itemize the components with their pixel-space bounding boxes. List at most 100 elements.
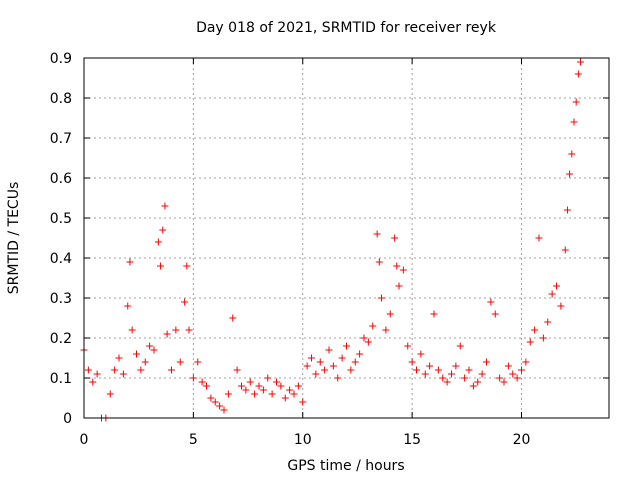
- x-tick-label: 15: [403, 432, 421, 448]
- data-point: [89, 378, 97, 386]
- data-point: [290, 390, 298, 398]
- data-point: [544, 318, 552, 326]
- y-tick-label: 0.7: [50, 131, 72, 147]
- data-point: [351, 358, 359, 366]
- axis-ticks: 0 0.1 0.2 0.3 0.4 0.5 0.6 0.7 0.8 0.9 0 5 10 15 20: [50, 51, 609, 448]
- y-tick-label: 0.9: [50, 51, 72, 67]
- data-point: [303, 362, 311, 370]
- data-point: [574, 70, 582, 78]
- data-point: [251, 390, 259, 398]
- data-point: [531, 326, 539, 334]
- data-point: [161, 202, 169, 210]
- data-point: [469, 382, 477, 390]
- data-point: [268, 390, 276, 398]
- data-point: [434, 366, 442, 374]
- data-point: [203, 382, 210, 390]
- data-point: [126, 258, 134, 266]
- data-point: [421, 370, 429, 378]
- data-point: [557, 302, 565, 310]
- data-point: [84, 366, 92, 374]
- y-tick-label: 0.4: [50, 251, 72, 267]
- data-point: [408, 358, 416, 366]
- data-point: [566, 170, 574, 178]
- data-point: [259, 386, 267, 394]
- data-point: [281, 394, 289, 402]
- data-point: [321, 366, 329, 374]
- data-point: [572, 98, 580, 106]
- y-tick-label: 0.8: [50, 91, 72, 107]
- y-tick-label: 0: [63, 411, 72, 427]
- data-point: [183, 262, 191, 270]
- data-point: [294, 382, 302, 390]
- data-point: [124, 302, 132, 310]
- data-point: [439, 374, 447, 382]
- data-point: [172, 326, 180, 334]
- data-point: [185, 326, 193, 334]
- data-point: [399, 266, 407, 274]
- data-point: [478, 370, 486, 378]
- data-point: [308, 354, 315, 362]
- data-point: [181, 298, 189, 306]
- data-point: [216, 402, 224, 410]
- data-point: [93, 370, 101, 378]
- data-point: [413, 366, 420, 374]
- data-point: [373, 230, 381, 238]
- data-point: [553, 282, 560, 290]
- data-point: [393, 262, 401, 270]
- data-point: [277, 382, 285, 390]
- data-point: [500, 378, 508, 386]
- data-point: [347, 366, 355, 374]
- data-point: [430, 310, 438, 318]
- data-point: [299, 398, 307, 406]
- data-point: [198, 378, 206, 386]
- data-point: [526, 338, 534, 346]
- data-point: [157, 262, 165, 270]
- data-point: [233, 366, 241, 374]
- data-point: [539, 334, 547, 342]
- data-point: [211, 398, 219, 406]
- data-point: [343, 342, 350, 350]
- data-point: [316, 358, 324, 366]
- data-point: [220, 406, 228, 414]
- y-tick-label: 0.6: [50, 171, 72, 187]
- x-tick-label: 20: [513, 432, 531, 448]
- data-point: [404, 342, 412, 350]
- data-point: [238, 382, 245, 390]
- data-point: [378, 294, 385, 302]
- y-axis-label: SRMTID / TECUs: [6, 182, 22, 295]
- data-point: [375, 258, 383, 266]
- data-point: [338, 354, 346, 362]
- data-point: [461, 374, 469, 382]
- data-point: [364, 338, 372, 346]
- data-point: [513, 374, 521, 382]
- data-point: [229, 314, 237, 322]
- data-point: [168, 366, 175, 374]
- data-point: [426, 362, 434, 370]
- data-point: [128, 326, 136, 334]
- data-point: [386, 310, 394, 318]
- data-point: [224, 390, 232, 398]
- data-point: [159, 226, 167, 234]
- y-tick-label: 0.1: [50, 371, 72, 387]
- data-point: [456, 342, 464, 350]
- data-point: [568, 150, 576, 158]
- data-point: [509, 370, 517, 378]
- data-point: [391, 234, 399, 242]
- x-tick-label: 5: [189, 432, 198, 448]
- data-point: [483, 358, 490, 366]
- data-point: [255, 382, 263, 390]
- data-point: [286, 386, 294, 394]
- data-point: [119, 370, 127, 378]
- data-point: [518, 366, 525, 374]
- data-point: [448, 370, 455, 378]
- data-point: [189, 374, 197, 382]
- data-point: [146, 342, 154, 350]
- data-point: [360, 334, 368, 342]
- data-point: [356, 350, 364, 358]
- y-tick-label: 0.5: [50, 211, 72, 227]
- data-point: [111, 366, 119, 374]
- data-point: [207, 394, 215, 402]
- data-point: [141, 358, 149, 366]
- data-point: [504, 362, 512, 370]
